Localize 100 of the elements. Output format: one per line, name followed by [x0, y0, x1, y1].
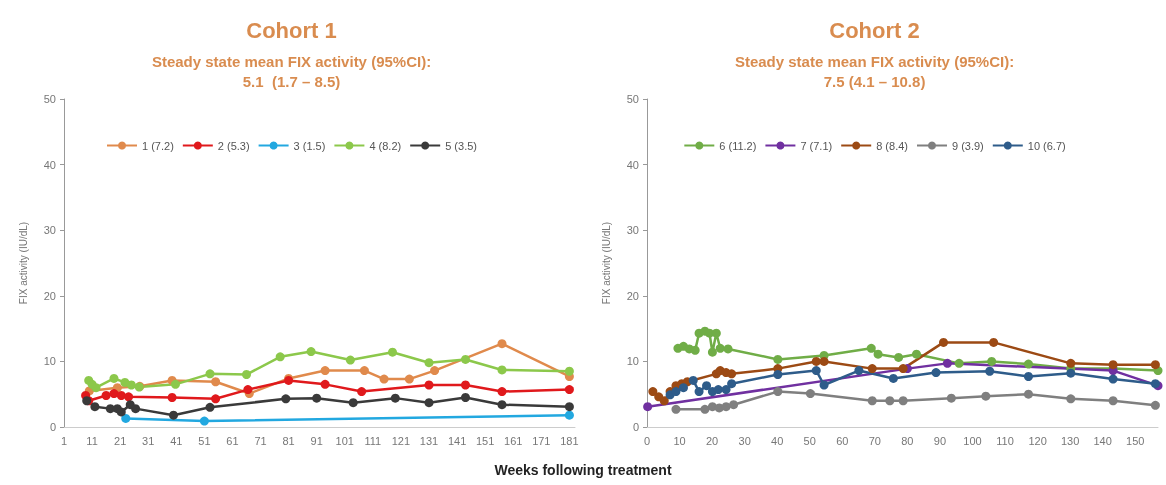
y-tick-label: 30 [43, 224, 56, 237]
point [312, 393, 322, 403]
x-tick-label: 171 [532, 434, 551, 447]
x-tick-label: 30 [738, 434, 751, 447]
point [211, 377, 221, 387]
point [805, 389, 815, 399]
legend-label: 6 (11.2) [719, 139, 757, 152]
x-tick-label: 120 [1028, 434, 1047, 447]
point [91, 383, 101, 393]
x-tick-label: 0 [643, 434, 651, 447]
point [939, 337, 949, 347]
point [819, 380, 829, 390]
point [1108, 396, 1118, 406]
point [987, 356, 997, 366]
point [121, 413, 131, 423]
point [723, 344, 733, 354]
point [564, 410, 574, 420]
point [694, 387, 704, 397]
x-tick-label: 51 [198, 434, 211, 447]
legend-label: 1 (7.2) [142, 139, 174, 152]
y-axis-title: FIX activity (IU/dL) [600, 221, 612, 305]
point [199, 416, 209, 426]
point [1108, 360, 1118, 370]
x-tick-label: 40 [771, 434, 784, 447]
point [811, 356, 821, 366]
point [773, 370, 783, 380]
point [109, 389, 119, 399]
x-tick-label: 130 [1060, 434, 1080, 447]
point [912, 349, 921, 359]
y-tick-label: 30 [626, 224, 639, 237]
point [715, 343, 725, 353]
y-tick-label: 50 [43, 93, 56, 105]
point [348, 398, 358, 408]
x-tick-label: 11 [86, 434, 98, 447]
x-tick-label: 21 [114, 434, 127, 447]
point [773, 387, 783, 397]
point [167, 392, 177, 402]
point [1066, 394, 1076, 404]
point [564, 366, 574, 376]
x-tick-label: 61 [226, 434, 239, 447]
x-tick-label: 71 [254, 434, 267, 447]
x-axis-title: Weeks following treatment [493, 462, 673, 478]
y-tick-label: 20 [626, 289, 639, 302]
point [564, 402, 574, 412]
point [811, 366, 821, 376]
y-tick-label: 50 [626, 93, 639, 105]
x-tick-label: 131 [419, 434, 439, 447]
point [169, 410, 178, 420]
point [357, 387, 367, 397]
point [243, 385, 253, 395]
point [894, 352, 904, 362]
point [101, 391, 111, 401]
y-tick-label: 0 [49, 421, 56, 433]
x-tick-label: 111 [364, 434, 382, 447]
point [1150, 400, 1160, 410]
legend-label: 4 (8.2) [369, 139, 402, 152]
x-tick-label: 140 [1093, 434, 1112, 447]
point [671, 404, 681, 414]
point [854, 366, 864, 376]
point [388, 347, 397, 357]
point [707, 347, 717, 357]
point [497, 387, 507, 397]
point [1023, 359, 1033, 369]
point [773, 354, 783, 364]
point [1023, 371, 1033, 381]
y-tick-label: 0 [632, 421, 639, 433]
point [126, 380, 136, 390]
point [866, 343, 876, 353]
point [981, 391, 991, 401]
point [461, 392, 470, 402]
point [942, 358, 952, 368]
x-tick-label: 110 [996, 434, 1014, 447]
point [116, 407, 126, 417]
x-tick-label: 80 [901, 434, 914, 447]
legend-label: 5 (3.5) [445, 139, 477, 152]
point [359, 366, 369, 376]
legend-label: 2 (5.3) [217, 139, 250, 152]
x-tick-label: 20 [705, 434, 719, 447]
point [954, 358, 964, 368]
point [702, 381, 712, 391]
y-tick-label: 40 [43, 158, 56, 171]
y-tick-label: 10 [43, 355, 56, 368]
chart-subtitle: Steady state mean FIX activity (95%CI): 5.1 (1.7 – 8.5) [151, 52, 432, 90]
point [898, 396, 908, 406]
point [727, 369, 737, 379]
x-tick-label: 81 [282, 434, 295, 447]
x-tick-label: 41 [170, 434, 183, 447]
x-tick-label: 101 [335, 434, 354, 447]
point [430, 366, 440, 376]
point [320, 366, 330, 376]
point [989, 337, 999, 347]
point [1108, 374, 1118, 384]
point [1023, 389, 1033, 399]
legend-label: 10 (6.7) [1027, 139, 1066, 152]
x-tick-label: 141 [447, 434, 467, 447]
legend-label: 9 (3.9) [951, 139, 984, 152]
point [867, 396, 877, 406]
point [659, 396, 669, 406]
x-tick-label: 60 [836, 434, 849, 447]
point [727, 379, 737, 389]
